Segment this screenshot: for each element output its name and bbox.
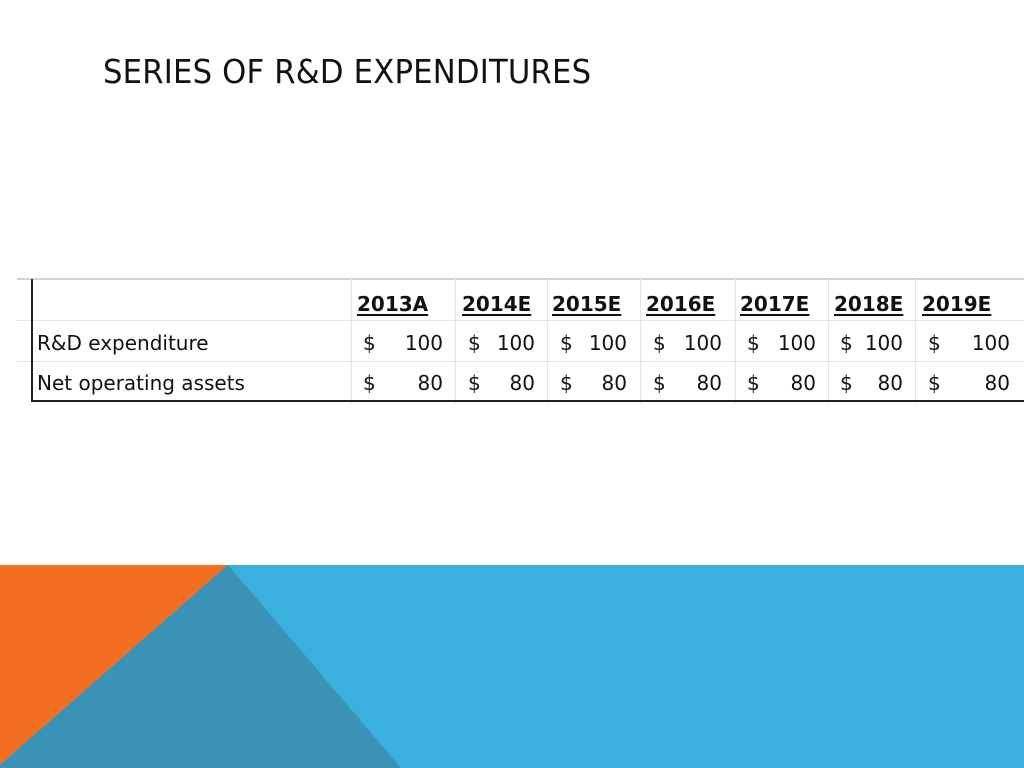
cell-value: 100: [777, 331, 816, 355]
cell-value: 100: [588, 331, 627, 355]
cell-value: 80: [601, 371, 627, 395]
column-header-2013a: 2013A: [357, 292, 429, 316]
currency-symbol: $: [468, 371, 481, 395]
column-gridline: [455, 276, 456, 404]
row-label-net-operating-assets: Net operating assets: [37, 371, 245, 395]
cell-value: 80: [877, 371, 903, 395]
currency-symbol: $: [840, 331, 853, 355]
column-gridline: [547, 276, 548, 404]
row-label-rd-expenditure: R&D expenditure: [37, 331, 209, 355]
column-gridline: [735, 276, 736, 404]
column-gridline: [915, 276, 916, 404]
cell-value: 80: [790, 371, 816, 395]
table-bottom-border: [31, 400, 1024, 402]
column-header-2014e: 2014E: [462, 292, 532, 316]
table-top-border: [17, 278, 1024, 280]
currency-symbol: $: [468, 331, 481, 355]
column-header-2019e: 2019E: [922, 292, 992, 316]
column-header-2016e: 2016E: [646, 292, 716, 316]
currency-symbol: $: [363, 371, 376, 395]
cell-value: 80: [696, 371, 722, 395]
currency-symbol: $: [928, 331, 941, 355]
cell-value: 100: [496, 331, 535, 355]
currency-symbol: $: [560, 331, 573, 355]
column-header-2015e: 2015E: [552, 292, 622, 316]
footer-steel-triangle: [0, 565, 401, 768]
cell-value: 100: [971, 331, 1010, 355]
cell-value: 80: [417, 371, 443, 395]
currency-symbol: $: [653, 371, 666, 395]
cell-value: 100: [864, 331, 903, 355]
currency-symbol: $: [840, 371, 853, 395]
column-header-2018e: 2018E: [834, 292, 904, 316]
cell-value: 100: [404, 331, 443, 355]
row-gridline: [17, 320, 1024, 321]
table-left-border: [31, 279, 33, 402]
currency-symbol: $: [928, 371, 941, 395]
currency-symbol: $: [653, 331, 666, 355]
currency-symbol: $: [560, 371, 573, 395]
currency-symbol: $: [747, 371, 760, 395]
column-gridline: [351, 276, 352, 404]
cell-value: 80: [509, 371, 535, 395]
spreadsheet-table: 2013A 2014E 2015E 2016E 2017E 2018E 2019…: [17, 276, 1024, 404]
decorative-footer-band: [0, 565, 1024, 768]
row-gridline: [17, 361, 1024, 362]
cell-value: 100: [683, 331, 722, 355]
column-gridline: [828, 276, 829, 404]
column-header-2017e: 2017E: [740, 292, 810, 316]
currency-symbol: $: [747, 331, 760, 355]
currency-symbol: $: [363, 331, 376, 355]
cell-value: 80: [984, 371, 1010, 395]
column-gridline: [640, 276, 641, 404]
slide-title: SERIES OF R&D EXPENDITURES: [103, 52, 592, 91]
